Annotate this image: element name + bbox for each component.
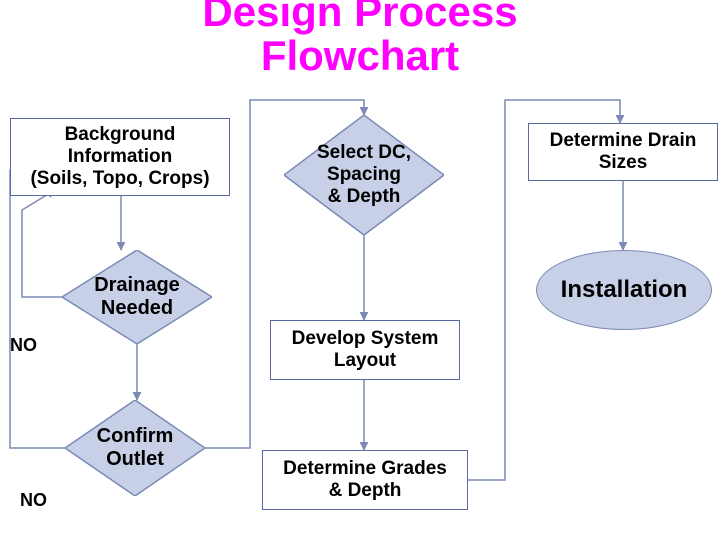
node-confirm_outlet-label: Confirm Outlet (97, 425, 174, 471)
node-develop_layout-label: Develop System Layout (292, 328, 439, 372)
title-line1: Design Process (202, 0, 517, 35)
node-background_info: Background Information (Soils, Topo, Cro… (10, 118, 230, 196)
node-determine_grades-label: Determine Grades & Depth (283, 458, 447, 502)
edge-drainage_needed_no-background_info (22, 190, 62, 297)
title-line2: Flowchart (261, 32, 459, 79)
node-drainage_needed: Drainage Needed (62, 250, 212, 344)
node-installation: Installation (536, 250, 712, 330)
node-select_dc-label: Select DC, Spacing & Depth (317, 142, 411, 208)
node-determine_grades: Determine Grades & Depth (262, 450, 468, 510)
node-drainage_needed-label: Drainage Needed (94, 274, 180, 320)
node-background_info-label: Background Information (Soils, Topo, Cro… (30, 124, 209, 190)
node-determine_sizes: Determine Drain Sizes (528, 123, 718, 181)
edge-confirm_outlet_no-background_info (10, 155, 65, 448)
label-no2: NO (20, 490, 47, 511)
chart-title: Design Process Flowchart (0, 0, 720, 78)
node-installation-label: Installation (561, 276, 688, 304)
node-determine_sizes-label: Determine Drain Sizes (550, 130, 697, 174)
node-select_dc: Select DC, Spacing & Depth (284, 115, 444, 235)
node-develop_layout: Develop System Layout (270, 320, 460, 380)
node-confirm_outlet: Confirm Outlet (65, 400, 205, 496)
label-no1: NO (10, 335, 37, 356)
